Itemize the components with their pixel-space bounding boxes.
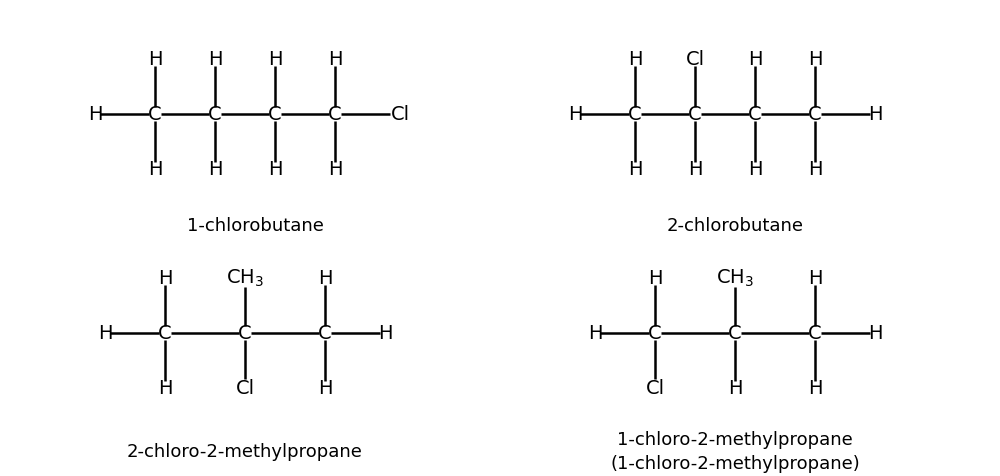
Text: H: H	[148, 160, 162, 179]
Text: C: C	[808, 105, 822, 124]
Text: H: H	[318, 379, 332, 398]
Text: C: C	[148, 105, 162, 124]
Text: H: H	[158, 268, 172, 288]
Text: H: H	[328, 160, 342, 179]
Text: 1-chlorobutane: 1-chlorobutane	[187, 217, 323, 235]
Text: H: H	[688, 160, 702, 179]
Text: H: H	[568, 105, 582, 124]
Text: 1-chloro-2-methylpropane: 1-chloro-2-methylpropane	[617, 431, 853, 449]
Text: H: H	[808, 160, 822, 179]
Text: H: H	[208, 50, 222, 69]
Text: C: C	[688, 105, 702, 124]
Text: Cl: Cl	[235, 379, 255, 398]
Text: H: H	[868, 324, 882, 343]
Text: CH$_3$: CH$_3$	[716, 268, 754, 289]
Text: 2-chlorobutane: 2-chlorobutane	[666, 217, 804, 235]
Text: H: H	[648, 268, 662, 288]
Text: H: H	[268, 160, 282, 179]
Text: H: H	[628, 50, 642, 69]
Text: C: C	[628, 105, 642, 124]
Text: C: C	[648, 324, 662, 343]
Text: Cl: Cl	[390, 105, 410, 124]
Text: H: H	[268, 50, 282, 69]
Text: H: H	[808, 268, 822, 288]
Text: C: C	[208, 105, 222, 124]
Text: (1-chloro-2-methylpropane): (1-chloro-2-methylpropane)	[610, 455, 860, 473]
Text: H: H	[588, 324, 602, 343]
Text: H: H	[328, 50, 342, 69]
Text: H: H	[378, 324, 392, 343]
Text: H: H	[748, 160, 762, 179]
Text: Cl: Cl	[685, 50, 705, 69]
Text: C: C	[318, 324, 332, 343]
Text: 2-chloro-2-methylpropane: 2-chloro-2-methylpropane	[127, 443, 363, 461]
Text: C: C	[328, 105, 342, 124]
Text: C: C	[728, 324, 742, 343]
Text: H: H	[748, 50, 762, 69]
Text: H: H	[158, 379, 172, 398]
Text: H: H	[868, 105, 882, 124]
Text: C: C	[748, 105, 762, 124]
Text: CH$_3$: CH$_3$	[226, 268, 264, 289]
Text: H: H	[88, 105, 102, 124]
Text: H: H	[808, 379, 822, 398]
Text: H: H	[728, 379, 742, 398]
Text: C: C	[268, 105, 282, 124]
Text: Cl: Cl	[645, 379, 665, 398]
Text: H: H	[148, 50, 162, 69]
Text: C: C	[158, 324, 172, 343]
Text: H: H	[628, 160, 642, 179]
Text: C: C	[808, 324, 822, 343]
Text: H: H	[98, 324, 112, 343]
Text: H: H	[208, 160, 222, 179]
Text: H: H	[808, 50, 822, 69]
Text: C: C	[238, 324, 252, 343]
Text: H: H	[318, 268, 332, 288]
